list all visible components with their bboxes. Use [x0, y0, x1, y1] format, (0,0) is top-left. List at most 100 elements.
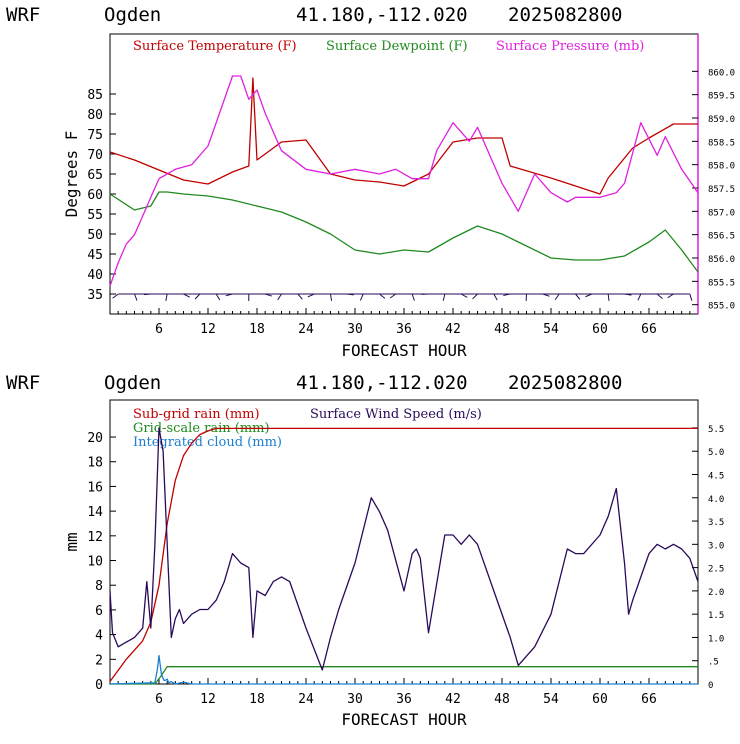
y2-tick-label: 856.5 — [708, 232, 735, 242]
x-tick-label: 66 — [641, 322, 657, 337]
wind-barb — [380, 294, 385, 298]
legend-dewpoint: Surface Dewpoint (F) — [326, 39, 468, 54]
legend-subgrid-rain: Sub-grid rain (mm) — [133, 407, 260, 422]
y-tick-label: 65 — [87, 168, 103, 183]
top-series-group — [110, 76, 698, 286]
header-coords: 41.180,-112.020 — [296, 4, 468, 26]
legend-wind-speed: Surface Wind Speed (m/s) — [310, 407, 482, 422]
y2-tick-label: 855.5 — [708, 278, 735, 288]
wind-barb — [331, 294, 332, 301]
bottom-header: WRF Ogden 41.180,-112.020 2025082800 — [6, 372, 622, 394]
y-tick-label: 60 — [87, 188, 103, 203]
y2-tick-label: 857.0 — [708, 208, 735, 218]
header-run: 2025082800 — [508, 4, 622, 26]
y2-tick-label: 858.5 — [708, 138, 735, 148]
y-tick-label: 20 — [87, 431, 103, 446]
wind-barb — [144, 294, 151, 295]
header-model: WRF — [6, 4, 40, 26]
top-y-axis-label: Degrees F — [62, 131, 81, 218]
y2-tick-label: 5.5 — [708, 425, 724, 435]
y-tick-label: 0 — [95, 678, 103, 693]
y-tick-label: 4 — [95, 629, 103, 644]
y-tick-label: 70 — [87, 148, 103, 163]
wind-barb — [443, 294, 445, 301]
y-tick-label: 14 — [87, 505, 103, 520]
dewpoint-line — [110, 192, 698, 272]
y-tick-label: 2 — [95, 653, 103, 668]
wind-barb — [390, 294, 396, 298]
x-tick-label: 60 — [592, 322, 608, 337]
wind-barb — [657, 294, 662, 299]
y2-tick-label: 859.0 — [708, 115, 735, 125]
wind-barb — [608, 294, 609, 301]
wind-barb — [690, 294, 692, 301]
x-tick-label: 6 — [155, 692, 163, 707]
x-tick-label: 36 — [396, 692, 412, 707]
y2-tick-label: 2.5 — [708, 565, 724, 575]
y-tick-label: 45 — [87, 248, 103, 263]
legend-integrated-cloud: Integrated cloud (mm) — [133, 435, 282, 450]
pressure-line — [110, 76, 698, 286]
y2-tick-label: 4.0 — [708, 495, 724, 505]
header-station: Ogden — [104, 4, 161, 26]
wind-barb — [412, 294, 414, 301]
x-tick-label: 18 — [249, 692, 265, 707]
header-coords-2: 41.180,-112.020 — [296, 372, 468, 394]
y2-tick-label: 4.5 — [708, 471, 724, 481]
wind-barb — [360, 294, 363, 300]
wind-barb — [298, 294, 303, 299]
bottom-x-axis-label: FORECAST HOUR — [341, 710, 467, 729]
y2-tick-label: 860.0 — [708, 68, 735, 78]
y2-tick-label: 0 — [708, 681, 713, 691]
x-tick-label: 66 — [641, 692, 657, 707]
wind-speed-line — [110, 428, 698, 670]
y-tick-label: 16 — [87, 480, 103, 495]
y2-tick-label: .5 — [708, 658, 719, 668]
y-tick-label: 80 — [87, 108, 103, 123]
wind-barb — [494, 294, 497, 300]
wind-barb — [473, 294, 478, 299]
y-tick-label: 12 — [87, 530, 103, 545]
x-tick-label: 48 — [494, 322, 510, 337]
bottom-series-group — [110, 428, 698, 684]
wind-barb — [576, 294, 580, 299]
x-tick-label: 24 — [298, 692, 314, 707]
wind-barbs-row — [113, 294, 692, 301]
wind-barb — [638, 294, 641, 300]
wind-barb — [278, 294, 282, 300]
x-tick-label: 42 — [445, 692, 461, 707]
subgrid-rain-line — [110, 428, 698, 681]
temperature-line — [110, 78, 698, 194]
y2-tick-label: 3.0 — [708, 541, 724, 551]
y2-tick-label: 3.5 — [708, 518, 724, 528]
legend-temperature: Surface Temperature (F) — [133, 39, 297, 54]
bottom-y2-ticks: 0.51.01.52.02.53.03.54.04.55.05.5 — [692, 425, 724, 691]
wind-barb — [668, 294, 674, 298]
y2-tick-label: 857.5 — [708, 185, 735, 195]
wind-barb — [461, 294, 467, 297]
y2-tick-label: 855.0 — [708, 302, 735, 312]
y-tick-label: 35 — [87, 288, 103, 303]
x-tick-label: 42 — [445, 322, 461, 337]
y-tick-label: 6 — [95, 604, 103, 619]
wind-barb — [216, 294, 220, 300]
wind-barb — [113, 294, 119, 298]
y2-tick-label: 5.0 — [708, 448, 724, 458]
header-model-2: WRF — [6, 372, 40, 394]
y2-tick-label: 856.0 — [708, 255, 735, 265]
top-x-axis-label: FORECAST HOUR — [341, 341, 467, 360]
y-tick-label: 85 — [87, 88, 103, 103]
y2-tick-label: 2.0 — [708, 588, 724, 598]
x-tick-label: 24 — [298, 322, 314, 337]
x-tick-label: 60 — [592, 692, 608, 707]
y2-tick-label: 859.5 — [708, 92, 735, 102]
y2-tick-label: 1.5 — [708, 611, 724, 621]
x-tick-label: 6 — [155, 322, 163, 337]
x-tick-label: 36 — [396, 322, 412, 337]
y-tick-label: 40 — [87, 268, 103, 283]
x-tick-label: 18 — [249, 322, 265, 337]
